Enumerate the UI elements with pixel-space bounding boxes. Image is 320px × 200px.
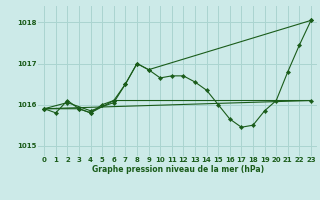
X-axis label: Graphe pression niveau de la mer (hPa): Graphe pression niveau de la mer (hPa) bbox=[92, 165, 264, 174]
